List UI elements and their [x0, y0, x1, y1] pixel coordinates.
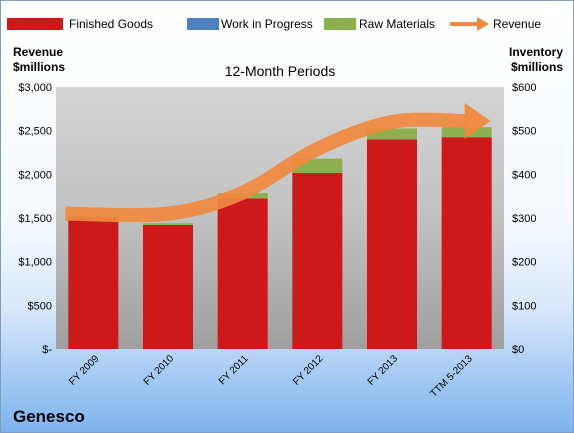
right-tick-label: $100	[512, 300, 536, 312]
right-tick-label: $300	[512, 213, 536, 225]
bar-finished-goods	[68, 217, 119, 349]
x-tick-label: FY 2009	[67, 353, 102, 388]
x-axis: FY 2009 FY 2010 FY 2011 FY 2012 FY 2013 TTM 5…	[67, 353, 475, 400]
legend: Finished Goods Work in Progress Raw Mate…	[7, 17, 541, 31]
left-axis-label-line2: $millions	[13, 60, 65, 74]
legend-label-finished-goods: Finished Goods	[69, 17, 153, 31]
x-tick-label: TTM 5-2013	[428, 353, 475, 400]
legend-swatch-raw-materials	[324, 18, 356, 30]
chart-title: 12-Month Periods	[225, 63, 336, 79]
right-axis-label-line2: $millions	[511, 60, 563, 74]
revenue-arrowhead	[464, 103, 491, 140]
revenue-series	[65, 103, 491, 223]
x-tick-label: FY 2010	[142, 353, 177, 388]
left-tick-label: $-	[42, 344, 52, 356]
bar-raw-materials	[142, 223, 194, 225]
legend-label-work-in-progress: Work in Progress	[221, 17, 313, 31]
x-tick-label: FY 2013	[366, 353, 401, 388]
x-tick-label: FY 2011	[217, 353, 251, 387]
left-tick-label: $1,000	[18, 257, 52, 269]
revenue-line	[65, 112, 467, 223]
legend-label-raw-materials: Raw Materials	[359, 17, 435, 31]
bars	[68, 127, 492, 349]
bar-raw-materials	[366, 128, 418, 140]
left-tick-label: $2,000	[18, 169, 52, 181]
right-axis: $0 $100 $200 $300 $400 $500 $600	[512, 82, 536, 356]
legend-swatch-finished-goods	[7, 18, 63, 30]
bar-finished-goods	[142, 224, 194, 349]
legend-label-revenue: Revenue	[493, 17, 541, 31]
legend-swatch-work-in-progress	[187, 18, 219, 30]
x-tick-label: FY 2012	[291, 353, 326, 388]
right-axis-label-line1: Inventory	[509, 45, 563, 59]
left-tick-label: $2,500	[18, 126, 52, 138]
left-axis: $- $500 $1,000 $1,500 $2,000 $2,500 $3,000	[18, 82, 52, 356]
left-tick-label: $500	[28, 300, 52, 312]
right-tick-label: $200	[512, 257, 536, 269]
bar-finished-goods	[217, 198, 268, 349]
right-tick-label: $500	[512, 126, 536, 138]
bar-finished-goods	[441, 137, 492, 349]
bar-finished-goods	[366, 139, 418, 349]
right-tick-label: $0	[512, 344, 524, 356]
legend-swatch-revenue-arrow	[450, 17, 489, 31]
right-tick-label: $600	[512, 82, 536, 94]
right-tick-label: $400	[512, 169, 536, 181]
left-axis-label-line1: Revenue	[13, 45, 63, 59]
left-tick-label: $3,000	[18, 82, 52, 94]
company-name: Genesco	[13, 407, 85, 426]
left-tick-label: $1,500	[18, 213, 52, 225]
bar-finished-goods	[292, 173, 343, 349]
